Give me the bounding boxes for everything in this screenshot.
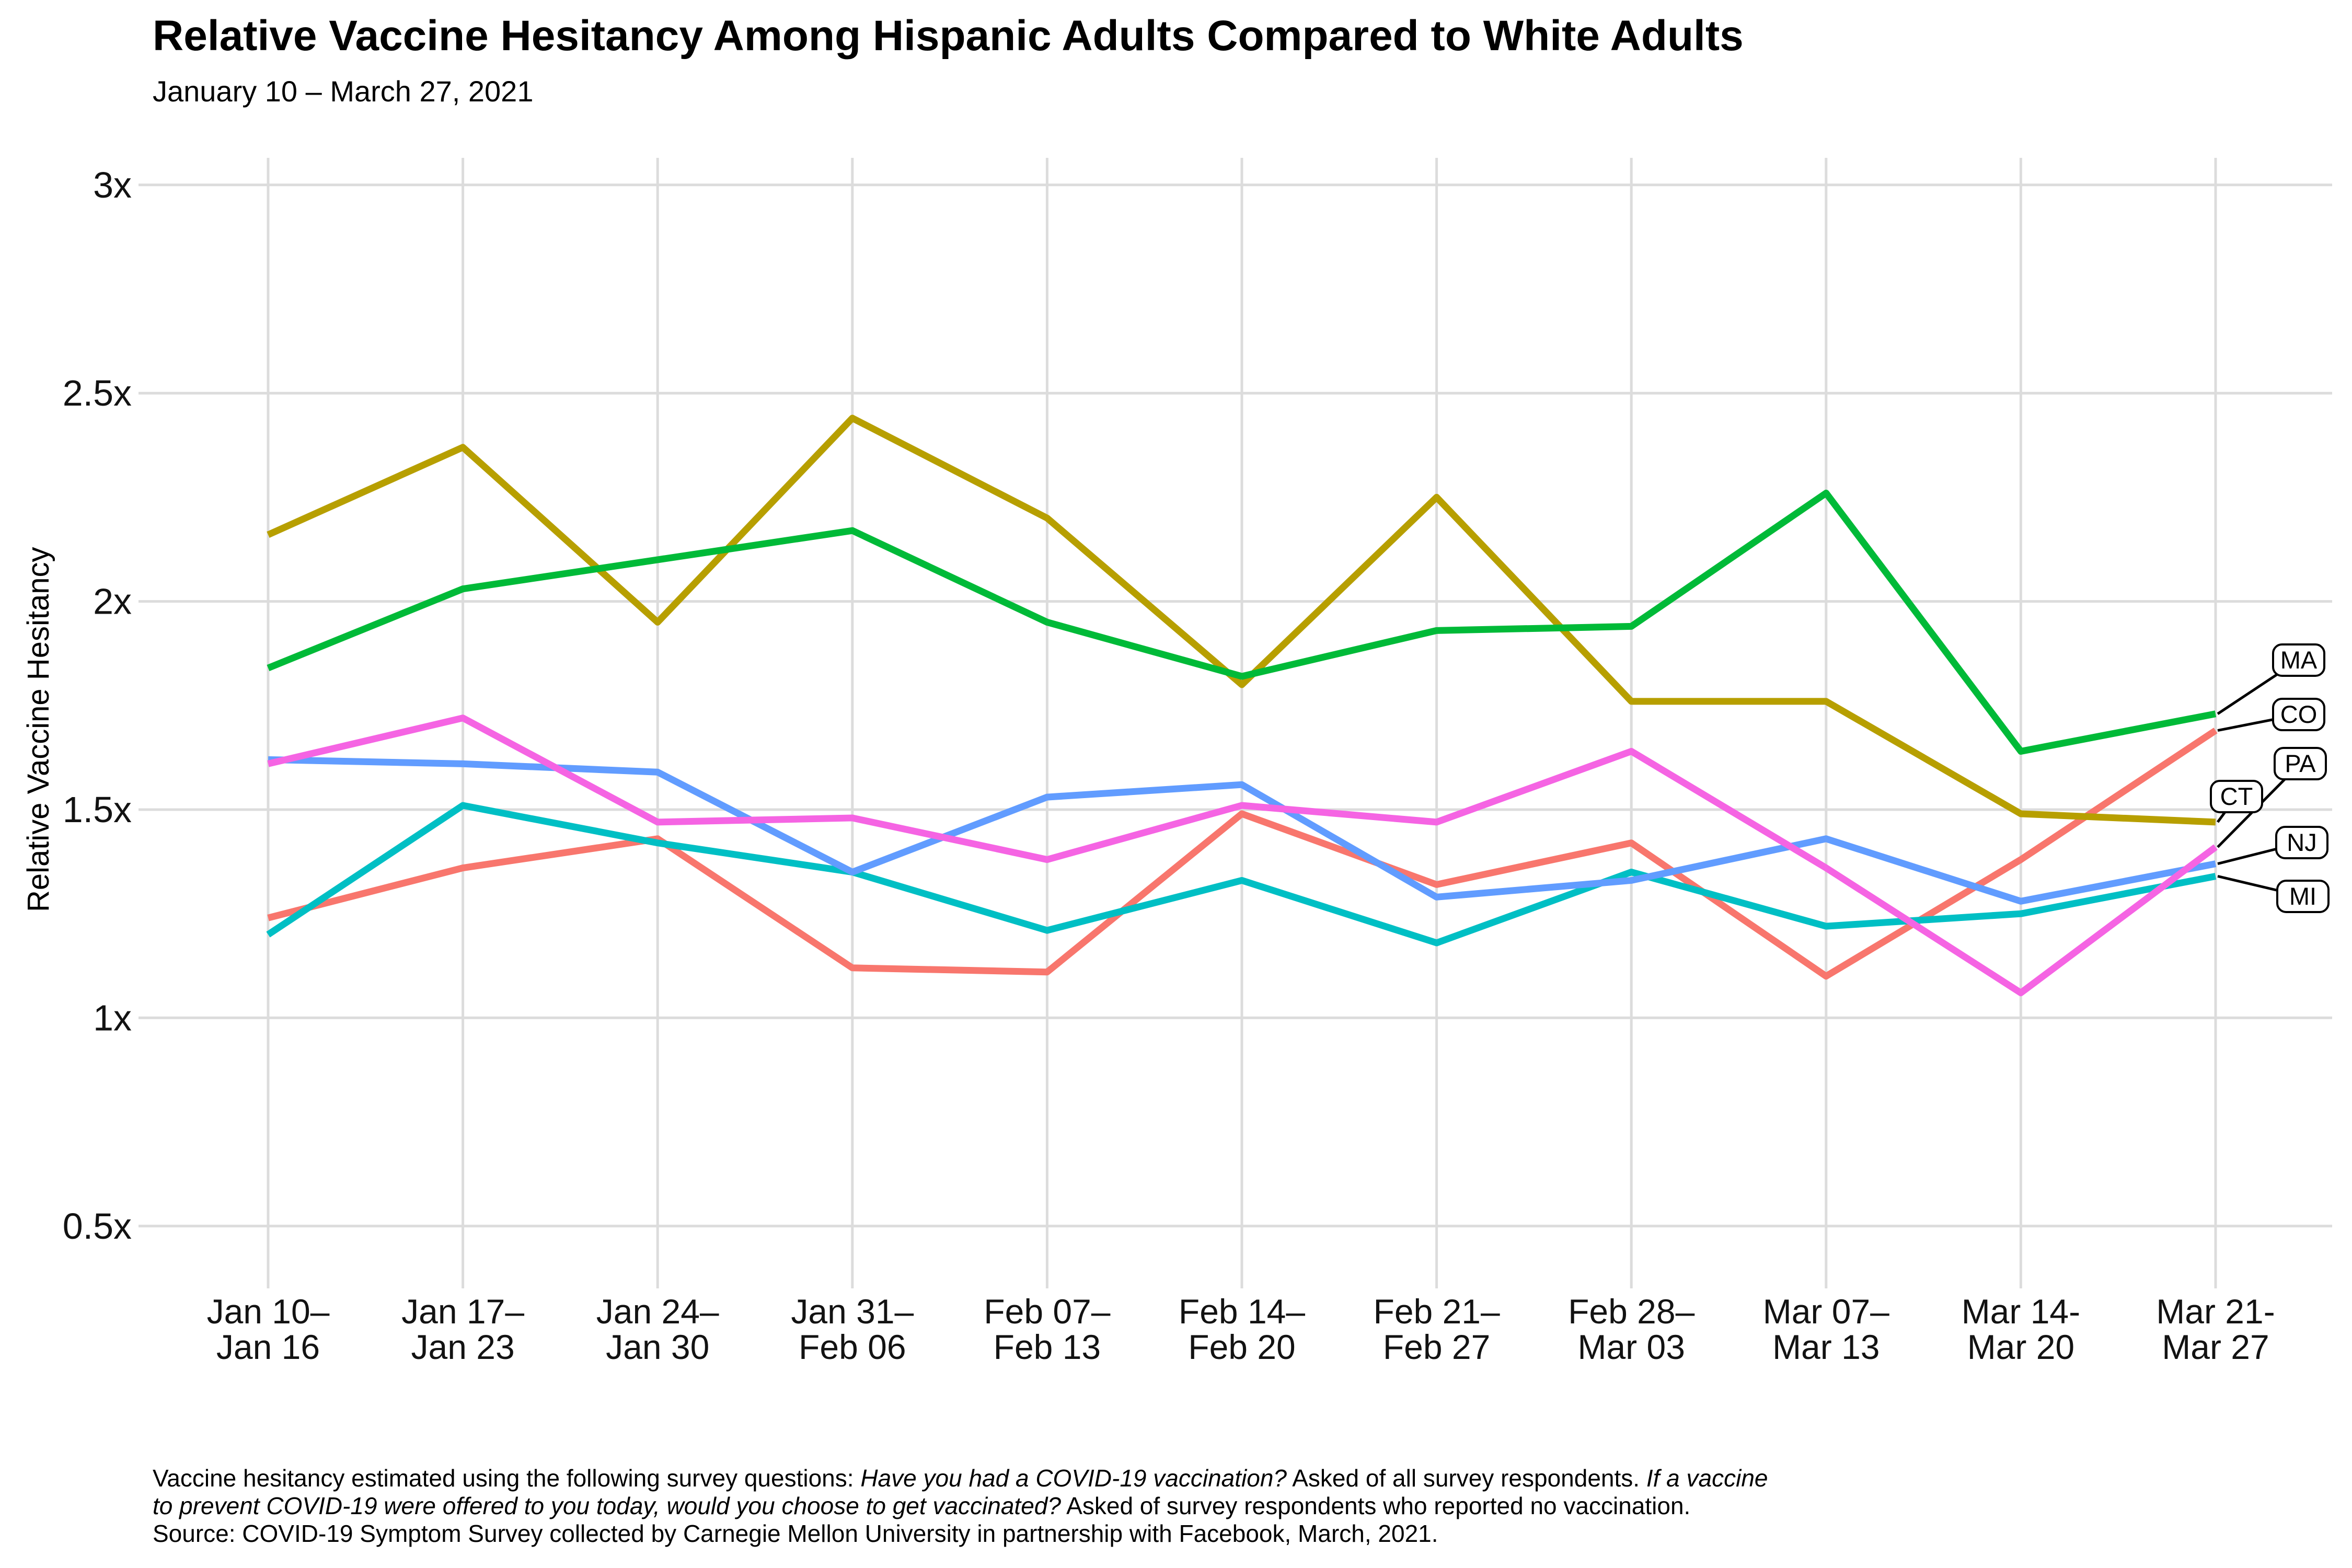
chart-title: Relative Vaccine Hesitancy Among Hispani… <box>153 12 1744 60</box>
x-tick-label: Feb 07– Feb 13 <box>984 1292 1110 1366</box>
series-label-PA: PA <box>2285 750 2316 777</box>
y-tick-label: 2.5x <box>63 373 132 413</box>
caption-line: Vaccine hesitancy estimated using the fo… <box>153 1465 1768 1492</box>
chart-subtitle: January 10 – March 27, 2021 <box>153 75 534 108</box>
x-tick-label: Jan 17– Jan 23 <box>401 1292 524 1366</box>
series-label-MA: MA <box>2280 646 2318 674</box>
series-line-NJ <box>268 756 2217 905</box>
y-axis-title: Relative Vaccine Hesitancy <box>21 547 55 912</box>
x-tick-label: Jan 31– Feb 06 <box>791 1292 914 1366</box>
series-line-MA <box>267 489 2217 755</box>
x-tick-label: Jan 24– Jan 30 <box>596 1292 719 1366</box>
x-tick-label: Mar 07– Mar 13 <box>1763 1292 1889 1366</box>
x-tick-label: Feb 14– Feb 20 <box>1179 1292 1305 1366</box>
series-label-MI: MI <box>2289 882 2316 910</box>
caption-segment: Vaccine hesitancy estimated using the fo… <box>153 1465 861 1492</box>
caption-italic-segment: to prevent COVID-19 were offered to you … <box>153 1492 1061 1519</box>
caption-line: to prevent COVID-19 were offered to you … <box>153 1492 1768 1520</box>
caption-line: Source: COVID-19 Symptom Survey collecte… <box>153 1520 1768 1548</box>
caption-italic-segment: Have you had a COVID-19 vaccination? <box>860 1465 1287 1492</box>
series-label-NJ: NJ <box>2287 828 2316 856</box>
series-line-MI <box>266 802 2217 947</box>
x-tick-label: Feb 21– Feb 27 <box>1374 1292 1500 1366</box>
series-label-box-NJ <box>2275 826 2328 859</box>
y-tick-label: 1x <box>93 997 132 1038</box>
x-tick-label: Jan 10– Jan 16 <box>207 1292 330 1366</box>
series-line-CT <box>267 414 2216 826</box>
x-tick-label: Mar 14-Mar 20 <box>1962 1292 2080 1366</box>
series-label-box-MA <box>2272 643 2325 677</box>
caption-italic-segment: If a vaccine <box>1646 1465 1768 1492</box>
caption-segment: Source: COVID-19 Symptom Survey collecte… <box>153 1520 1438 1547</box>
series-line-PA <box>267 714 2218 997</box>
y-tick-label: 2x <box>93 581 132 622</box>
chart-caption: Vaccine hesitancy estimated using the fo… <box>153 1465 1768 1548</box>
series-label-box-CT <box>2210 780 2263 813</box>
caption-segment: Asked of survey respondents who reported… <box>1060 1492 1691 1519</box>
caption-segment: Asked of all survey respondents. <box>1287 1465 1646 1492</box>
series-label-box-CO <box>2272 698 2325 731</box>
series-label-box-MI <box>2276 880 2330 913</box>
x-tick-label: Mar 21-Mar 27 <box>2156 1292 2275 1366</box>
x-tick-label: Feb 28– Mar 03 <box>1568 1292 1694 1366</box>
y-tick-label: 1.5x <box>63 789 132 830</box>
series-label-CT: CT <box>2220 782 2253 810</box>
series-label-CO: CO <box>2280 700 2318 728</box>
series-line-CO <box>267 728 2218 980</box>
y-tick-label: 3x <box>93 165 132 205</box>
series-label-box-PA <box>2274 747 2327 780</box>
y-tick-label: 0.5x <box>63 1206 132 1247</box>
